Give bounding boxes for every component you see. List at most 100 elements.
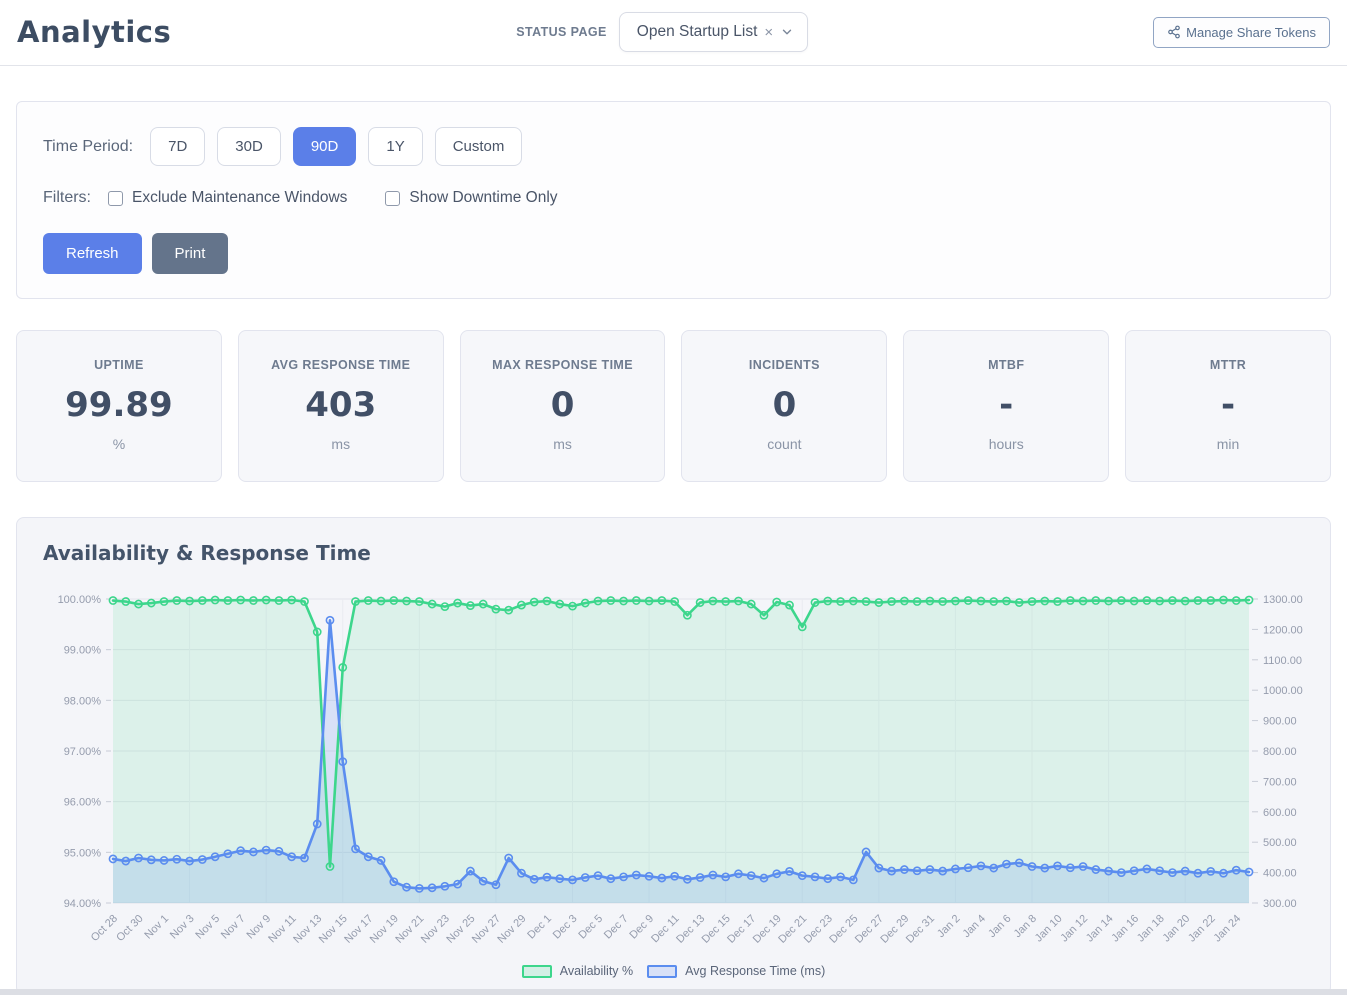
share-icon <box>1167 25 1181 39</box>
svg-text:94.00%: 94.00% <box>64 898 102 910</box>
svg-text:Jan 16: Jan 16 <box>1109 913 1141 945</box>
period-button-7d[interactable]: 7D <box>150 127 206 166</box>
svg-text:Nov 29: Nov 29 <box>495 913 528 946</box>
svg-text:900.00: 900.00 <box>1263 716 1297 728</box>
status-page-selected-value: Open Startup List <box>636 23 758 40</box>
svg-text:400.00: 400.00 <box>1263 868 1297 880</box>
svg-text:100.00%: 100.00% <box>58 594 102 606</box>
filters-label: Filters: <box>43 189 91 206</box>
svg-text:Dec 1: Dec 1 <box>525 913 554 942</box>
svg-text:Jan 6: Jan 6 <box>986 913 1014 941</box>
svg-text:Jan 4: Jan 4 <box>961 913 989 941</box>
filter-panel: Time Period: 7D 30D 90D 1Y Custom Filter… <box>16 101 1331 299</box>
svg-text:99.00%: 99.00% <box>64 645 102 657</box>
stat-card-mtbf: MTBF - hours <box>903 330 1110 482</box>
print-button[interactable]: Print <box>151 233 229 274</box>
time-period-label: Time Period: <box>43 137 134 155</box>
svg-text:Oct 30: Oct 30 <box>114 913 145 944</box>
status-page-label: STATUS PAGE <box>516 25 607 39</box>
stat-unit: ms <box>553 436 572 452</box>
stat-unit: hours <box>988 436 1024 452</box>
show-downtime-label: Show Downtime Only <box>409 189 558 206</box>
show-downtime-checkbox-item[interactable]: Show Downtime Only <box>385 189 558 207</box>
svg-text:97.00%: 97.00% <box>64 746 102 758</box>
legend-swatch <box>521 964 552 978</box>
header-divider <box>0 65 1347 66</box>
availability-response-chart: 100.00% 99.00% 98.00% 97.00% 96.00% 95.00% 94.… <box>58 594 1303 946</box>
page-header: Analytics STATUS PAGE Open Startup List … <box>0 0 1347 52</box>
stat-card-incidents: INCIDENTS 0 count <box>681 330 888 482</box>
svg-text:Jan 20: Jan 20 <box>1160 913 1192 945</box>
legend-item[interactable]: Avg Response Time (ms) <box>647 964 825 978</box>
stat-card-uptime: UPTIME 99.89 % <box>16 330 222 482</box>
svg-text:98.00%: 98.00% <box>64 695 102 707</box>
chart-card: Availability & Response Time 100.00% 99.0… <box>16 517 1331 995</box>
svg-text:1000.00: 1000.00 <box>1263 685 1303 697</box>
svg-text:Jan 2: Jan 2 <box>935 913 963 941</box>
svg-text:Nov 3: Nov 3 <box>168 913 197 942</box>
actions-row: Refresh Print <box>43 233 1304 274</box>
period-button-custom[interactable]: Custom <box>434 127 523 166</box>
stat-value: 0 <box>772 385 797 425</box>
svg-text:Dec 5: Dec 5 <box>576 913 605 942</box>
svg-text:Oct 28: Oct 28 <box>89 913 120 944</box>
exclude-maintenance-checkbox[interactable] <box>108 190 123 206</box>
period-button-90d[interactable]: 90D <box>292 127 357 166</box>
svg-text:300.00: 300.00 <box>1263 898 1297 910</box>
time-period-row: Time Period: 7D 30D 90D 1Y Custom <box>43 127 1304 166</box>
svg-text:Jan 10: Jan 10 <box>1033 913 1065 945</box>
stat-card-avg-response: AVG RESPONSE TIME 403 ms <box>237 330 444 482</box>
stat-label: AVG RESPONSE TIME <box>271 358 411 372</box>
exclude-maintenance-label: Exclude Maintenance Windows <box>132 189 348 206</box>
svg-text:Jan 18: Jan 18 <box>1135 913 1167 945</box>
stat-value: - <box>999 385 1014 425</box>
legend-label: Avg Response Time (ms) <box>685 964 826 978</box>
filters-row: Filters: Exclude Maintenance Windows Sho… <box>43 189 1304 207</box>
svg-text:96.00%: 96.00% <box>64 797 102 809</box>
svg-text:800.00: 800.00 <box>1263 746 1297 758</box>
stat-value: 403 <box>305 385 377 425</box>
stat-value: 0 <box>550 385 575 425</box>
svg-text:Dec 3: Dec 3 <box>551 913 580 942</box>
stat-value: - <box>1220 385 1236 425</box>
stat-unit: % <box>112 436 126 452</box>
svg-text:1200.00: 1200.00 <box>1263 624 1303 636</box>
svg-text:Nov 1: Nov 1 <box>142 913 171 942</box>
stat-label: UPTIME <box>94 358 144 372</box>
svg-text:1100.00: 1100.00 <box>1263 655 1302 667</box>
refresh-button[interactable]: Refresh <box>43 233 142 274</box>
svg-text:700.00: 700.00 <box>1263 776 1297 788</box>
svg-text:Jan 22: Jan 22 <box>1186 913 1218 945</box>
manage-share-tokens-label: Manage Share Tokens <box>1186 24 1316 40</box>
stat-unit: count <box>767 436 802 452</box>
chart-legend: Availability % Avg Response Time (ms) <box>17 964 1330 978</box>
stat-label: MTBF <box>988 358 1025 372</box>
stat-card-mttr: MTTR - min <box>1125 330 1331 482</box>
svg-text:Nov 7: Nov 7 <box>219 913 248 942</box>
legend-swatch <box>647 964 678 978</box>
show-downtime-checkbox[interactable] <box>385 190 401 206</box>
legend-label: Availability % <box>559 964 634 978</box>
bottom-strip <box>0 989 1347 995</box>
svg-text:Jan 14: Jan 14 <box>1084 913 1116 945</box>
manage-share-tokens-button[interactable]: Manage Share Tokens <box>1153 16 1330 48</box>
svg-text:Jan 12: Jan 12 <box>1058 913 1090 945</box>
stat-unit: ms <box>331 436 351 452</box>
period-button-30d[interactable]: 30D <box>217 127 281 166</box>
svg-text:95.00%: 95.00% <box>64 847 102 859</box>
status-page-select[interactable]: Open Startup List × <box>618 12 809 52</box>
stats-row: UPTIME 99.89 % AVG RESPONSE TIME 403 ms … <box>16 330 1331 482</box>
chevron-down-icon <box>780 25 794 39</box>
stat-value: 99.89 <box>65 385 173 425</box>
stat-label: INCIDENTS <box>748 358 820 372</box>
svg-text:500.00: 500.00 <box>1263 837 1297 849</box>
legend-item[interactable]: Availability % <box>521 964 634 978</box>
stat-label: MTTR <box>1209 358 1247 372</box>
stat-card-max-response: MAX RESPONSE TIME 0 ms <box>459 330 666 482</box>
exclude-maintenance-checkbox-item[interactable]: Exclude Maintenance Windows <box>108 189 347 207</box>
svg-text:1300.00: 1300.00 <box>1263 594 1303 606</box>
clear-selection-icon[interactable]: × <box>764 23 774 41</box>
svg-text:Dec 31: Dec 31 <box>904 913 937 946</box>
stat-label: MAX RESPONSE TIME <box>492 358 633 372</box>
period-button-1y[interactable]: 1Y <box>368 127 423 166</box>
